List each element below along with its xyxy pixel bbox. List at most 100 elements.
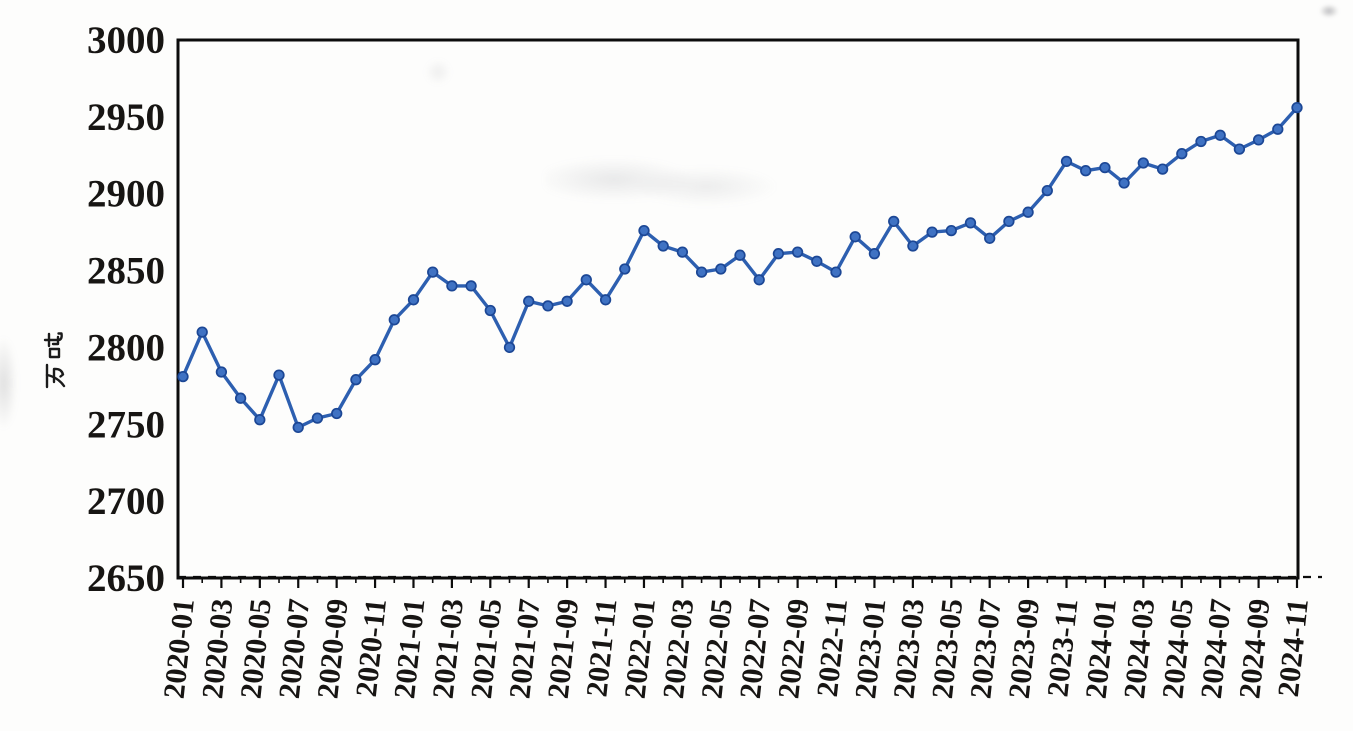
data-point (926, 226, 938, 238)
x-tick-label: 2020-11 (350, 597, 393, 698)
data-point (888, 215, 900, 228)
x-tick-label: 2023-03 (888, 597, 931, 700)
y-tick-label: 2950 (87, 96, 165, 139)
data-point (388, 314, 400, 326)
x-tick-label: 2024-01 (1080, 597, 1123, 700)
cjk-glyph-stroke (48, 347, 61, 359)
x-tick-label: 2023-09 (1003, 597, 1046, 700)
y-tick-label: 2750 (87, 403, 165, 446)
data-point (715, 263, 727, 275)
data-point (1099, 161, 1111, 174)
x-tick-label: 2023-07 (964, 597, 1007, 700)
data-point (177, 370, 189, 383)
data-point (234, 392, 247, 404)
cjk-glyph-stroke (52, 367, 65, 384)
data-point (1176, 148, 1188, 160)
data-point (215, 366, 228, 378)
data-point (753, 274, 765, 286)
data-point (196, 326, 208, 338)
data-point (791, 246, 804, 258)
data-point (638, 224, 650, 237)
data-point (427, 266, 439, 278)
y-tick-label: 2850 (87, 250, 165, 293)
data-point (311, 412, 324, 424)
data-point (1291, 101, 1303, 114)
y-axis-title-glyphs (43, 332, 66, 389)
data-point (657, 240, 669, 252)
x-tick-label: 2021-09 (542, 597, 585, 700)
data-point (369, 354, 381, 366)
data-point (1156, 163, 1169, 175)
data-point (407, 294, 420, 306)
data-point (1118, 177, 1130, 189)
x-tick-label: 2021-03 (427, 597, 470, 700)
data-point (523, 295, 535, 307)
data-point (1233, 143, 1246, 155)
data-point (1003, 215, 1015, 228)
x-tick-label: 2024-05 (1156, 597, 1199, 700)
plot-border (176, 38, 1300, 580)
data-line (181, 105, 1299, 430)
y-tick-label: 2900 (87, 173, 165, 216)
data-point (580, 274, 592, 286)
data-point (676, 246, 689, 258)
data-point (484, 304, 496, 317)
data-point (446, 280, 458, 292)
x-tick-label: 2024-03 (1118, 597, 1161, 700)
y-tick-label: 2650 (87, 557, 165, 600)
x-tick-label: 2023-05 (926, 597, 969, 700)
data-point (734, 249, 746, 261)
x-tick-label: 2020-01 (158, 597, 201, 700)
data-point (1041, 184, 1053, 197)
data-point (350, 374, 362, 386)
x-tick-label: 2020-03 (196, 597, 239, 700)
cjk-glyph-stroke (45, 373, 66, 388)
data-point (830, 266, 842, 278)
y-tick-label: 2700 (87, 480, 165, 523)
data-point (1252, 134, 1265, 146)
y-tick-label: 2800 (87, 326, 165, 369)
x-tick-label: 2022-09 (772, 597, 815, 700)
x-tick-label: 2022-01 (619, 597, 662, 700)
data-point (868, 248, 881, 260)
data-point (772, 248, 785, 260)
data-point (542, 300, 554, 312)
data-point (907, 240, 919, 252)
x-tick-label: 2021-07 (503, 597, 546, 700)
data-point (695, 266, 708, 278)
data-point (1080, 165, 1092, 177)
x-tick-label: 2024-07 (1195, 597, 1238, 700)
cjk-glyph-stroke (43, 332, 63, 342)
data-point (984, 232, 996, 244)
data-point (465, 280, 477, 292)
y-tick-label: 3000 (87, 19, 165, 62)
data-point (1022, 206, 1034, 218)
x-tick-label: 2022-11 (811, 597, 854, 698)
x-tick-label: 2022-05 (695, 597, 738, 700)
data-point (331, 407, 343, 420)
data-point (503, 341, 516, 354)
x-tick-label: 2021-01 (388, 597, 431, 700)
x-tick-label: 2020-05 (235, 597, 278, 700)
data-point (945, 224, 957, 237)
data-point (254, 414, 266, 426)
x-tick-label: 2021-05 (465, 597, 508, 700)
data-point (599, 294, 612, 306)
x-tick-label: 2024-11 (1272, 597, 1315, 698)
x-tick-label: 2020-09 (311, 597, 354, 700)
x-tick-label: 2020-07 (273, 597, 316, 700)
data-point (561, 295, 573, 307)
x-tick-label: 2021-11 (580, 597, 623, 698)
data-point (1060, 155, 1073, 168)
x-tick-label: 2024-09 (1233, 597, 1276, 700)
data-point (1137, 157, 1149, 169)
data-point (292, 421, 304, 434)
data-point (1214, 129, 1226, 141)
x-tick-label: 2022-07 (734, 597, 777, 700)
data-point (964, 217, 977, 229)
data-point (619, 263, 631, 275)
data-point (849, 231, 861, 243)
x-tick-label: 2023-01 (849, 597, 892, 700)
